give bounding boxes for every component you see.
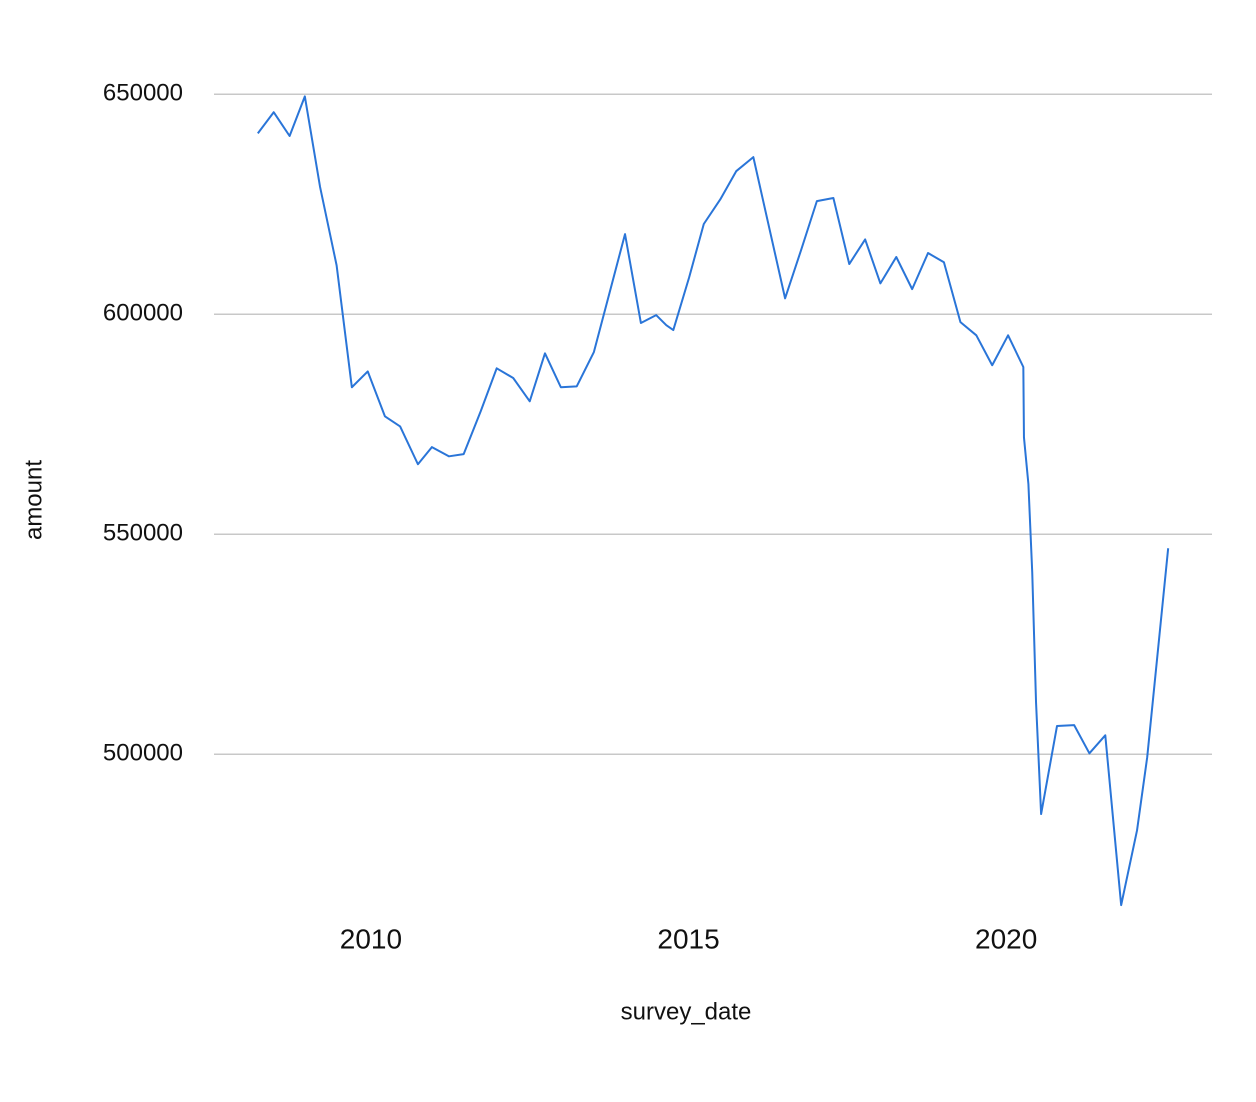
y-tick-label: 500000 (103, 740, 183, 767)
data-line (257, 95, 1170, 907)
x-tick-label: 2010 (340, 923, 402, 954)
x-axis-label: survey_date (621, 998, 752, 1025)
x-tick-label: 2020 (975, 923, 1037, 954)
y-axis-label: amount (20, 460, 47, 540)
y-tick-label: 650000 (103, 80, 183, 107)
y-tick-label: 550000 (103, 520, 183, 547)
x-tick-label: 2015 (657, 923, 719, 954)
y-tick-label: 600000 (103, 300, 183, 327)
